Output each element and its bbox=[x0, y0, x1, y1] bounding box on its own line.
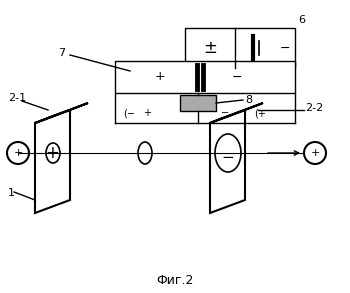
Text: +: + bbox=[13, 148, 23, 158]
Polygon shape bbox=[35, 110, 70, 213]
Text: −: − bbox=[222, 151, 235, 166]
Text: (−: (− bbox=[123, 108, 135, 118]
Text: −: − bbox=[280, 42, 290, 54]
Text: −: − bbox=[221, 108, 229, 118]
Polygon shape bbox=[35, 103, 88, 123]
Polygon shape bbox=[210, 110, 245, 213]
Text: +: + bbox=[155, 71, 165, 84]
Circle shape bbox=[304, 142, 326, 164]
Ellipse shape bbox=[138, 142, 152, 164]
Text: 2-1: 2-1 bbox=[8, 93, 26, 103]
Bar bbox=[185, 28, 295, 68]
Polygon shape bbox=[210, 103, 263, 123]
Text: 2-2: 2-2 bbox=[305, 103, 323, 113]
Text: −: − bbox=[232, 71, 242, 84]
Text: +: + bbox=[310, 148, 320, 158]
Bar bbox=[115, 61, 295, 93]
Text: ±: ± bbox=[203, 39, 217, 57]
Text: Фиг.2: Фиг.2 bbox=[156, 275, 194, 287]
Circle shape bbox=[7, 142, 29, 164]
Text: (+: (+ bbox=[254, 108, 266, 118]
Text: +: + bbox=[143, 108, 151, 118]
Text: 6: 6 bbox=[298, 15, 305, 25]
Text: 7: 7 bbox=[58, 48, 65, 58]
Text: +: + bbox=[45, 144, 59, 162]
Bar bbox=[180, 95, 216, 111]
Text: 8: 8 bbox=[245, 95, 252, 105]
Ellipse shape bbox=[215, 134, 241, 172]
Ellipse shape bbox=[46, 143, 60, 163]
Text: 1: 1 bbox=[8, 188, 15, 198]
